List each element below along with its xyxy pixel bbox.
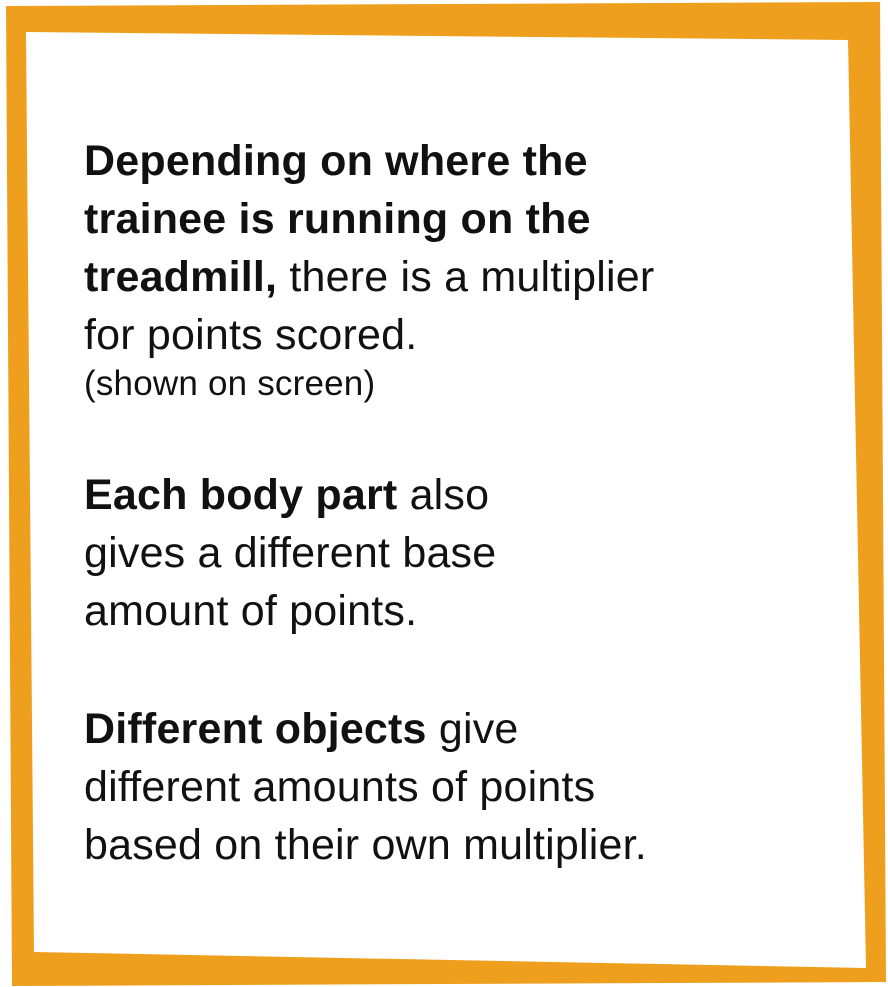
paragraph-objects: Different objects give different amounts… <box>84 700 814 874</box>
text-line: different amounts of points <box>84 758 814 816</box>
bold-text: trainee is running on the <box>84 195 591 243</box>
normal-text: also <box>397 471 490 519</box>
text-line: treadmill, there is a multiplier <box>84 248 814 306</box>
bold-text: treadmill, <box>84 253 278 301</box>
text-line: for points scored. <box>84 306 814 364</box>
text-line: Different objects give <box>84 700 814 758</box>
text-line: gives a different base <box>84 524 814 582</box>
normal-text: there is a multiplier <box>277 253 655 301</box>
card-text: Depending on where the trainee is runnin… <box>84 132 814 874</box>
normal-text: gives a different base <box>84 529 497 577</box>
white-panel <box>26 32 866 968</box>
normal-text: amount of points. <box>84 587 418 635</box>
bold-text: Depending on where the <box>84 137 588 185</box>
text-line: trainee is running on the <box>84 190 814 248</box>
normal-text: different amounts of points <box>84 763 596 811</box>
paragraph-spacer <box>84 640 814 700</box>
text-line: Depending on where the <box>84 132 814 190</box>
bold-text: Different objects <box>84 705 427 753</box>
text-line: based on their own multiplier. <box>84 816 814 874</box>
note-text: (shown on screen) <box>84 364 376 403</box>
paragraph-multiplier: Depending on where the trainee is runnin… <box>84 132 814 406</box>
text-line: amount of points. <box>84 582 814 640</box>
normal-text: based on their own multiplier. <box>84 821 647 869</box>
bold-text: Each body part <box>84 471 398 519</box>
normal-text: for points scored. <box>84 311 418 359</box>
paragraph-spacer <box>84 406 814 466</box>
text-line: Each body part also <box>84 466 814 524</box>
normal-text: give <box>426 705 519 753</box>
paragraph-body-part: Each body part also gives a different ba… <box>84 466 814 640</box>
